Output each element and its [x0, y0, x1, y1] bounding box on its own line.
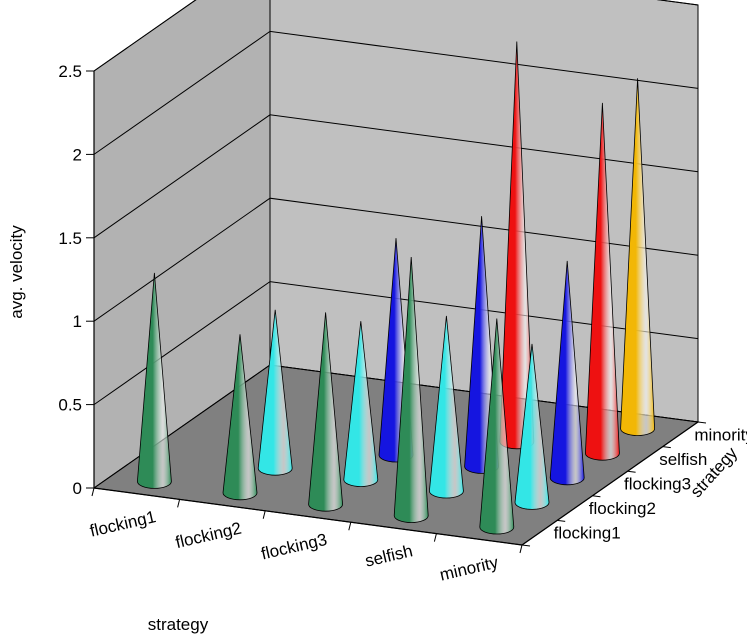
gridline [93, 114, 699, 239]
cone-flocking2-flocking2 [257, 309, 293, 476]
cone-body [257, 309, 293, 476]
cone-body [222, 334, 258, 501]
cone-minority-flocking1 [479, 318, 515, 535]
z-category-label: minority [694, 425, 747, 444]
cone-body [343, 321, 379, 487]
x-tick-mark [262, 510, 266, 519]
x-tick-mark [519, 544, 523, 554]
z-tick-mark [697, 421, 707, 424]
y-tick-label: 0.5 [58, 396, 82, 415]
cone-body [549, 260, 585, 486]
cone-minority-flocking2 [514, 343, 550, 510]
cone-minority-selfish [584, 102, 620, 461]
cone-minority-flocking3 [549, 260, 585, 486]
z-tick-mark [557, 519, 566, 522]
z-category-label: flocking3 [624, 475, 691, 494]
cone-selfish-flocking2 [428, 315, 464, 499]
cone-flocking2-flocking1 [222, 334, 258, 501]
y-tick-label: 0 [73, 479, 82, 498]
x-tick-mark [348, 522, 352, 531]
cone-body [479, 318, 515, 535]
y-tick-label: 2.5 [58, 62, 82, 81]
z-tick-mark [592, 495, 601, 498]
x-category-label: selfish [363, 541, 414, 570]
gridline [93, 197, 699, 322]
x-tick-mark [177, 499, 181, 508]
cone-body [514, 343, 550, 510]
cones [136, 41, 656, 535]
x-category-label: flocking2 [174, 518, 244, 552]
x-tick-mark [91, 487, 95, 497]
z-tick-mark [521, 544, 531, 547]
y-axis-title: avg. velocity [7, 225, 26, 319]
z-tick-mark [627, 470, 636, 473]
cone-body [136, 272, 172, 489]
x-tick-mark [433, 533, 437, 542]
z-category-label: selfish [659, 450, 707, 469]
z-category-label: flocking1 [554, 524, 621, 543]
y-tick-label: 1 [73, 312, 82, 331]
cone-body [620, 78, 656, 436]
cone-body [428, 315, 464, 499]
cone-body [584, 102, 620, 461]
cone-minority-minority [620, 78, 656, 436]
x-axis-title: strategy [148, 615, 209, 634]
z-axis-line [521, 421, 699, 546]
cone-flocking1-flocking1 [136, 272, 172, 489]
axes [91, 71, 707, 554]
gridline [93, 30, 699, 155]
cone-selfish-flocking1 [393, 257, 429, 523]
cone-flocking3-flocking1 [308, 312, 344, 512]
x-category-label: flocking3 [259, 530, 329, 564]
x-category-label: minority [438, 553, 501, 585]
x-axis-line [93, 487, 523, 546]
z-tick-mark [662, 446, 671, 449]
cone-body [308, 312, 344, 512]
z-category-label: flocking2 [589, 499, 656, 518]
gridline [93, 0, 699, 72]
cone-flocking3-flocking2 [343, 321, 379, 487]
cone-body [393, 257, 429, 523]
y-tick-label: 1.5 [58, 229, 82, 248]
x-category-label: flocking1 [88, 507, 158, 541]
y-tick-label: 2 [73, 145, 82, 164]
